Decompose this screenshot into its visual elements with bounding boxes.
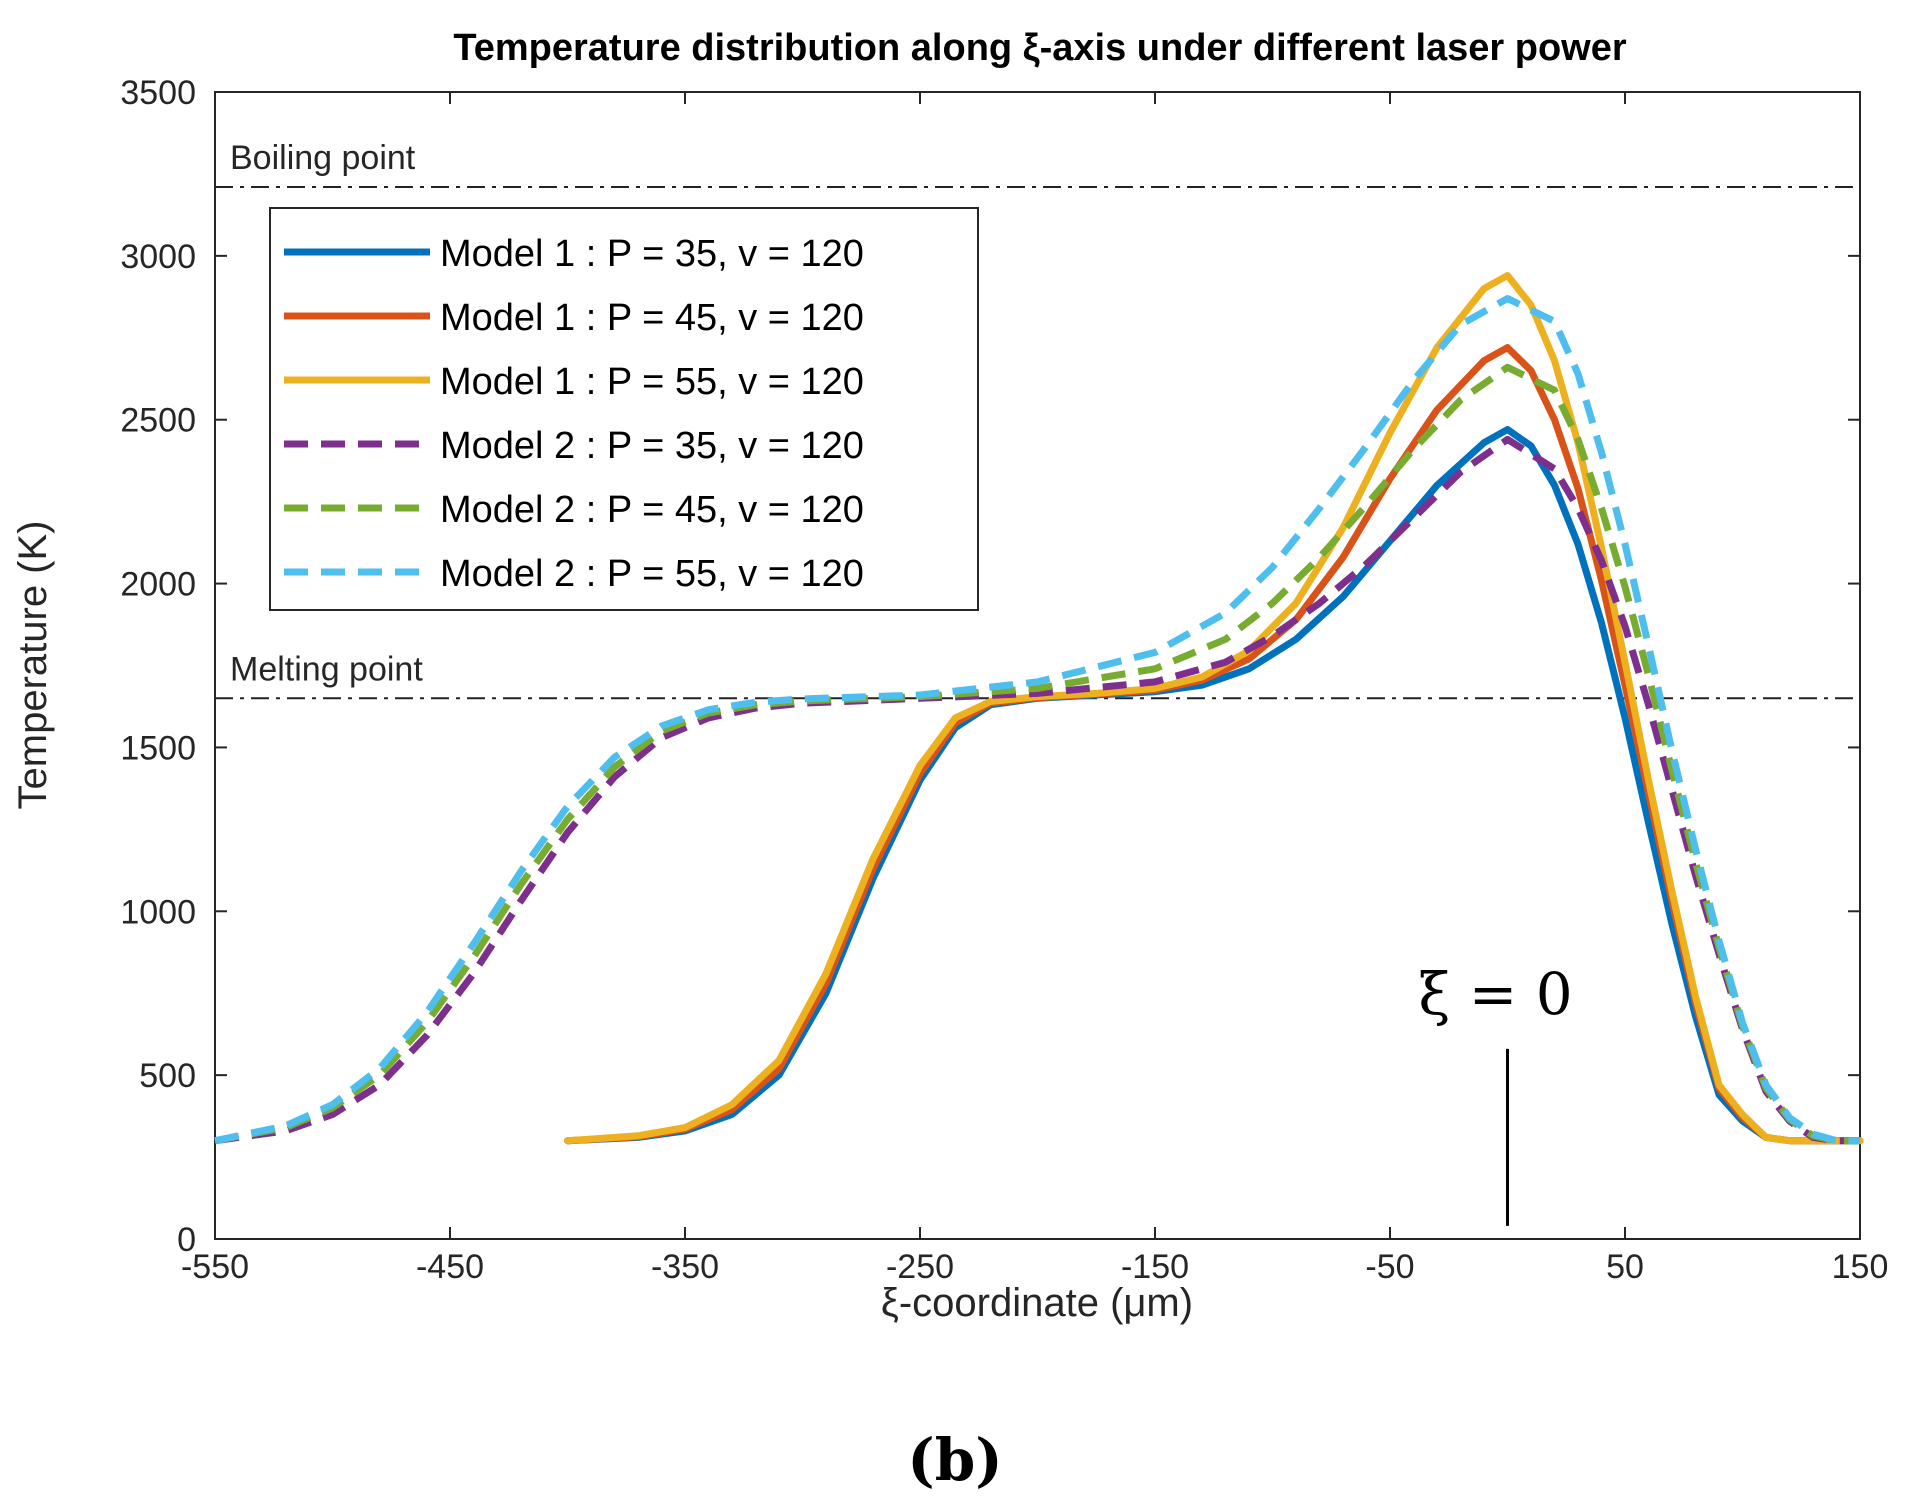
y-axis: 0 500 1000 1500 2000 2500 3000 3500 — [120, 74, 1860, 1259]
y-tick-label: 1500 — [120, 729, 196, 767]
x-tick-label: -350 — [651, 1248, 719, 1286]
legend-entry-6: Model 2 : P = 55, v = 120 — [440, 553, 864, 595]
subfigure-label: (b) — [907, 1426, 1002, 1494]
reference-lines: Boiling point Melting point — [215, 139, 1860, 700]
series-layer — [214, 272, 1864, 1145]
series-line-3 — [564, 272, 1864, 1145]
legend-entry-2: Model 1 : P = 45, v = 120 — [440, 297, 864, 339]
legend-entry-4: Model 2 : P = 35, v = 120 — [440, 425, 864, 467]
y-tick-label: 1000 — [120, 893, 196, 931]
y-tick-label: 3000 — [120, 238, 196, 276]
legend-entry-5: Model 2 : P = 45, v = 120 — [440, 489, 864, 531]
y-tick-label: 3500 — [120, 74, 196, 112]
x-tick-label: -450 — [416, 1248, 484, 1286]
y-axis-label: Temperature (K) — [11, 521, 55, 810]
y-tick-label: 2500 — [120, 402, 196, 440]
legend-entry-3: Model 1 : P = 55, v = 120 — [440, 361, 864, 403]
annotation-layer: ξ = 0 — [1418, 960, 1573, 1226]
y-tick-label: 500 — [139, 1057, 196, 1095]
x-axis: -550 -450 -350 -250 -150 -50 50 150 — [181, 92, 1888, 1286]
legend-entry-1: Model 1 : P = 35, v = 120 — [440, 233, 864, 275]
x-tick-label: 50 — [1606, 1248, 1644, 1286]
x-tick-label: 150 — [1832, 1248, 1889, 1286]
x-tick-label: -50 — [1365, 1248, 1414, 1286]
series-line-6 — [214, 295, 1860, 1145]
x-tick-label: -550 — [181, 1248, 249, 1286]
legend-box — [269, 207, 979, 611]
reference-line-label: Boiling point — [230, 139, 416, 177]
chart-title: Temperature distribution along ξ-axis un… — [453, 27, 1627, 69]
x-axis-label: ξ-coordinate (μm) — [881, 1281, 1193, 1325]
y-tick-label: 0 — [177, 1221, 196, 1259]
xi-zero-annotation: ξ = 0 — [1418, 960, 1572, 1028]
legend: Model 1 : P = 35, v = 120 Model 1 : P = 4… — [269, 207, 979, 611]
x-tick-label: -150 — [1121, 1248, 1189, 1286]
reference-line-label: Melting point — [230, 650, 423, 688]
x-tick-label: -250 — [886, 1248, 954, 1286]
y-tick-label: 2000 — [120, 566, 196, 604]
